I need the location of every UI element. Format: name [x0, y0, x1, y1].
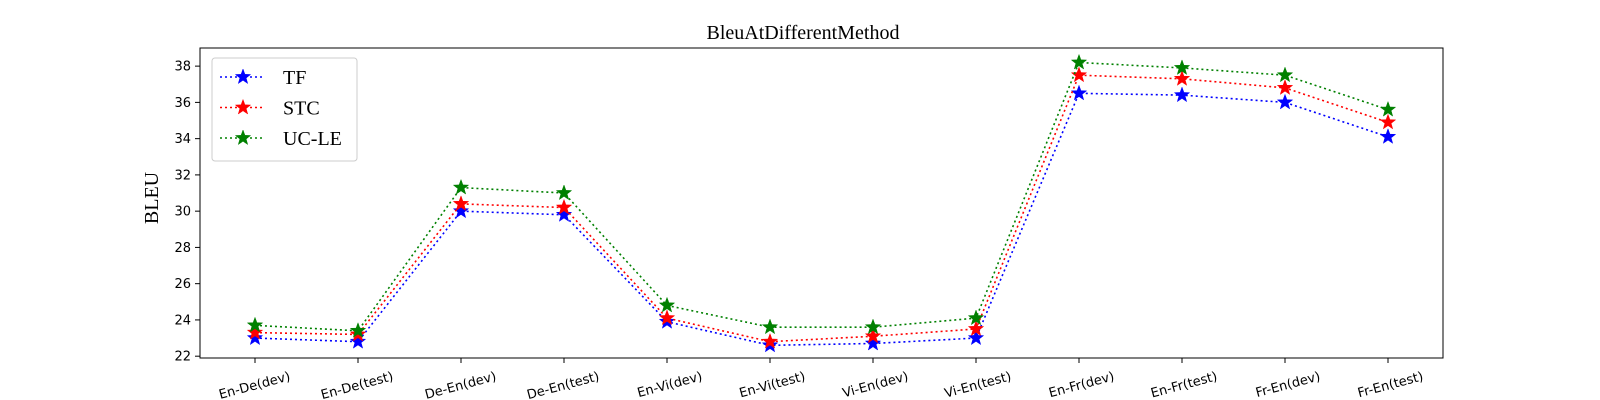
data-point — [1379, 113, 1397, 130]
data-point — [761, 318, 779, 335]
data-point — [349, 332, 367, 349]
data-point — [452, 178, 470, 195]
legend-marker — [234, 98, 252, 115]
data-point — [1276, 66, 1294, 83]
data-point — [864, 334, 882, 351]
data-point — [1276, 93, 1294, 110]
chart-title: BleuAtDifferentMethod — [707, 22, 900, 44]
x-tick-label: De-En(dev) — [423, 369, 498, 400]
data-point — [864, 318, 882, 335]
data-point — [1173, 70, 1191, 86]
x-tick-label: De-En(test) — [525, 369, 601, 400]
data-point — [1173, 59, 1191, 76]
legend-item-uc-le: UC-LE — [220, 128, 342, 150]
data-point — [452, 202, 470, 219]
data-point — [864, 327, 882, 344]
data-point — [555, 184, 573, 201]
y-tick-label: 36 — [174, 96, 191, 111]
data-point — [1070, 66, 1088, 83]
data-point — [1276, 79, 1294, 95]
data-point — [967, 309, 985, 326]
series-stc — [246, 66, 1397, 349]
series-line — [254, 74, 1389, 343]
y-tick-label: 38 — [174, 60, 191, 75]
series-uc-le — [246, 53, 1397, 338]
x-tick-label: En-De(test) — [319, 369, 395, 400]
x-tick-label: Vi-En(dev) — [841, 369, 910, 400]
y-axis-label: BLEU — [141, 171, 163, 224]
data-point — [555, 206, 573, 222]
x-tick-label: En-Fr(test) — [1149, 369, 1219, 400]
data-point — [246, 316, 264, 333]
y-tick-label: 24 — [174, 313, 191, 328]
data-point — [967, 329, 985, 346]
x-tick-label: En-De(dev) — [217, 369, 292, 400]
y-tick-label: 28 — [174, 241, 191, 256]
data-point — [658, 296, 676, 313]
data-point — [349, 322, 367, 338]
data-point — [1070, 84, 1088, 101]
series-line — [254, 92, 1389, 347]
y-tick-label: 32 — [174, 168, 191, 183]
legend-item-stc: STC — [220, 98, 320, 120]
data-point — [555, 198, 573, 215]
data-point — [1173, 86, 1191, 103]
plot-frame — [199, 47, 1444, 359]
x-tick-label: En-Vi(test) — [738, 369, 807, 400]
y-tick-label: 26 — [174, 277, 191, 292]
x-tick-label: En-Fr(dev) — [1047, 369, 1116, 400]
data-point — [1379, 128, 1397, 144]
legend-label: TF — [283, 67, 306, 89]
x-tick-label: Vi-En(test) — [943, 369, 1013, 400]
data-point — [967, 320, 985, 337]
data-point — [246, 329, 264, 346]
series-line — [254, 61, 1389, 332]
series-tf — [246, 84, 1397, 353]
data-point — [246, 323, 264, 340]
y-tick-label: 34 — [174, 132, 191, 147]
data-point — [761, 332, 779, 349]
y-tick-label: 30 — [174, 205, 191, 220]
data-point — [658, 309, 676, 326]
legend-marker — [234, 129, 252, 146]
x-tick-label: Fr-En(dev) — [1254, 369, 1322, 400]
legend-marker — [234, 68, 252, 85]
data-point — [452, 195, 470, 211]
x-tick-label: Fr-En(test) — [1356, 369, 1425, 400]
legend-label: UC-LE — [283, 128, 342, 150]
legend-item-tf: TF — [220, 67, 306, 89]
data-point — [1379, 100, 1397, 117]
data-point — [1070, 53, 1088, 70]
x-tick-label: En-Vi(dev) — [636, 369, 704, 400]
legend-label: STC — [283, 98, 320, 120]
y-tick-label: 22 — [174, 350, 191, 365]
